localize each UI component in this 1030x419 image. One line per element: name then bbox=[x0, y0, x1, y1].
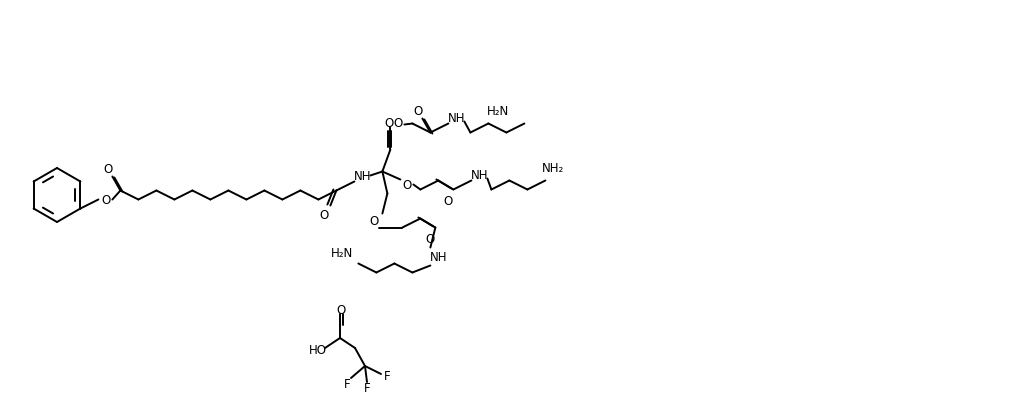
Text: NH: NH bbox=[353, 170, 371, 183]
Text: H₂N: H₂N bbox=[487, 105, 510, 118]
Text: O: O bbox=[425, 233, 435, 246]
Text: O: O bbox=[102, 194, 111, 207]
Text: F: F bbox=[384, 370, 390, 383]
Text: NH₂: NH₂ bbox=[542, 162, 564, 175]
Text: O: O bbox=[104, 163, 113, 176]
Text: O: O bbox=[393, 117, 403, 130]
Text: O: O bbox=[337, 303, 346, 316]
Text: O: O bbox=[414, 105, 423, 118]
Text: O: O bbox=[403, 179, 412, 192]
Text: O: O bbox=[385, 117, 394, 130]
Text: F: F bbox=[344, 378, 350, 391]
Text: NH: NH bbox=[448, 112, 466, 125]
Text: O: O bbox=[444, 195, 453, 208]
Text: NH: NH bbox=[471, 169, 488, 182]
Text: NH: NH bbox=[430, 251, 447, 264]
Text: F: F bbox=[364, 382, 371, 395]
Text: O: O bbox=[370, 215, 379, 228]
Text: HO: HO bbox=[309, 344, 327, 357]
Text: O: O bbox=[319, 209, 329, 222]
Text: H₂N: H₂N bbox=[331, 247, 353, 260]
